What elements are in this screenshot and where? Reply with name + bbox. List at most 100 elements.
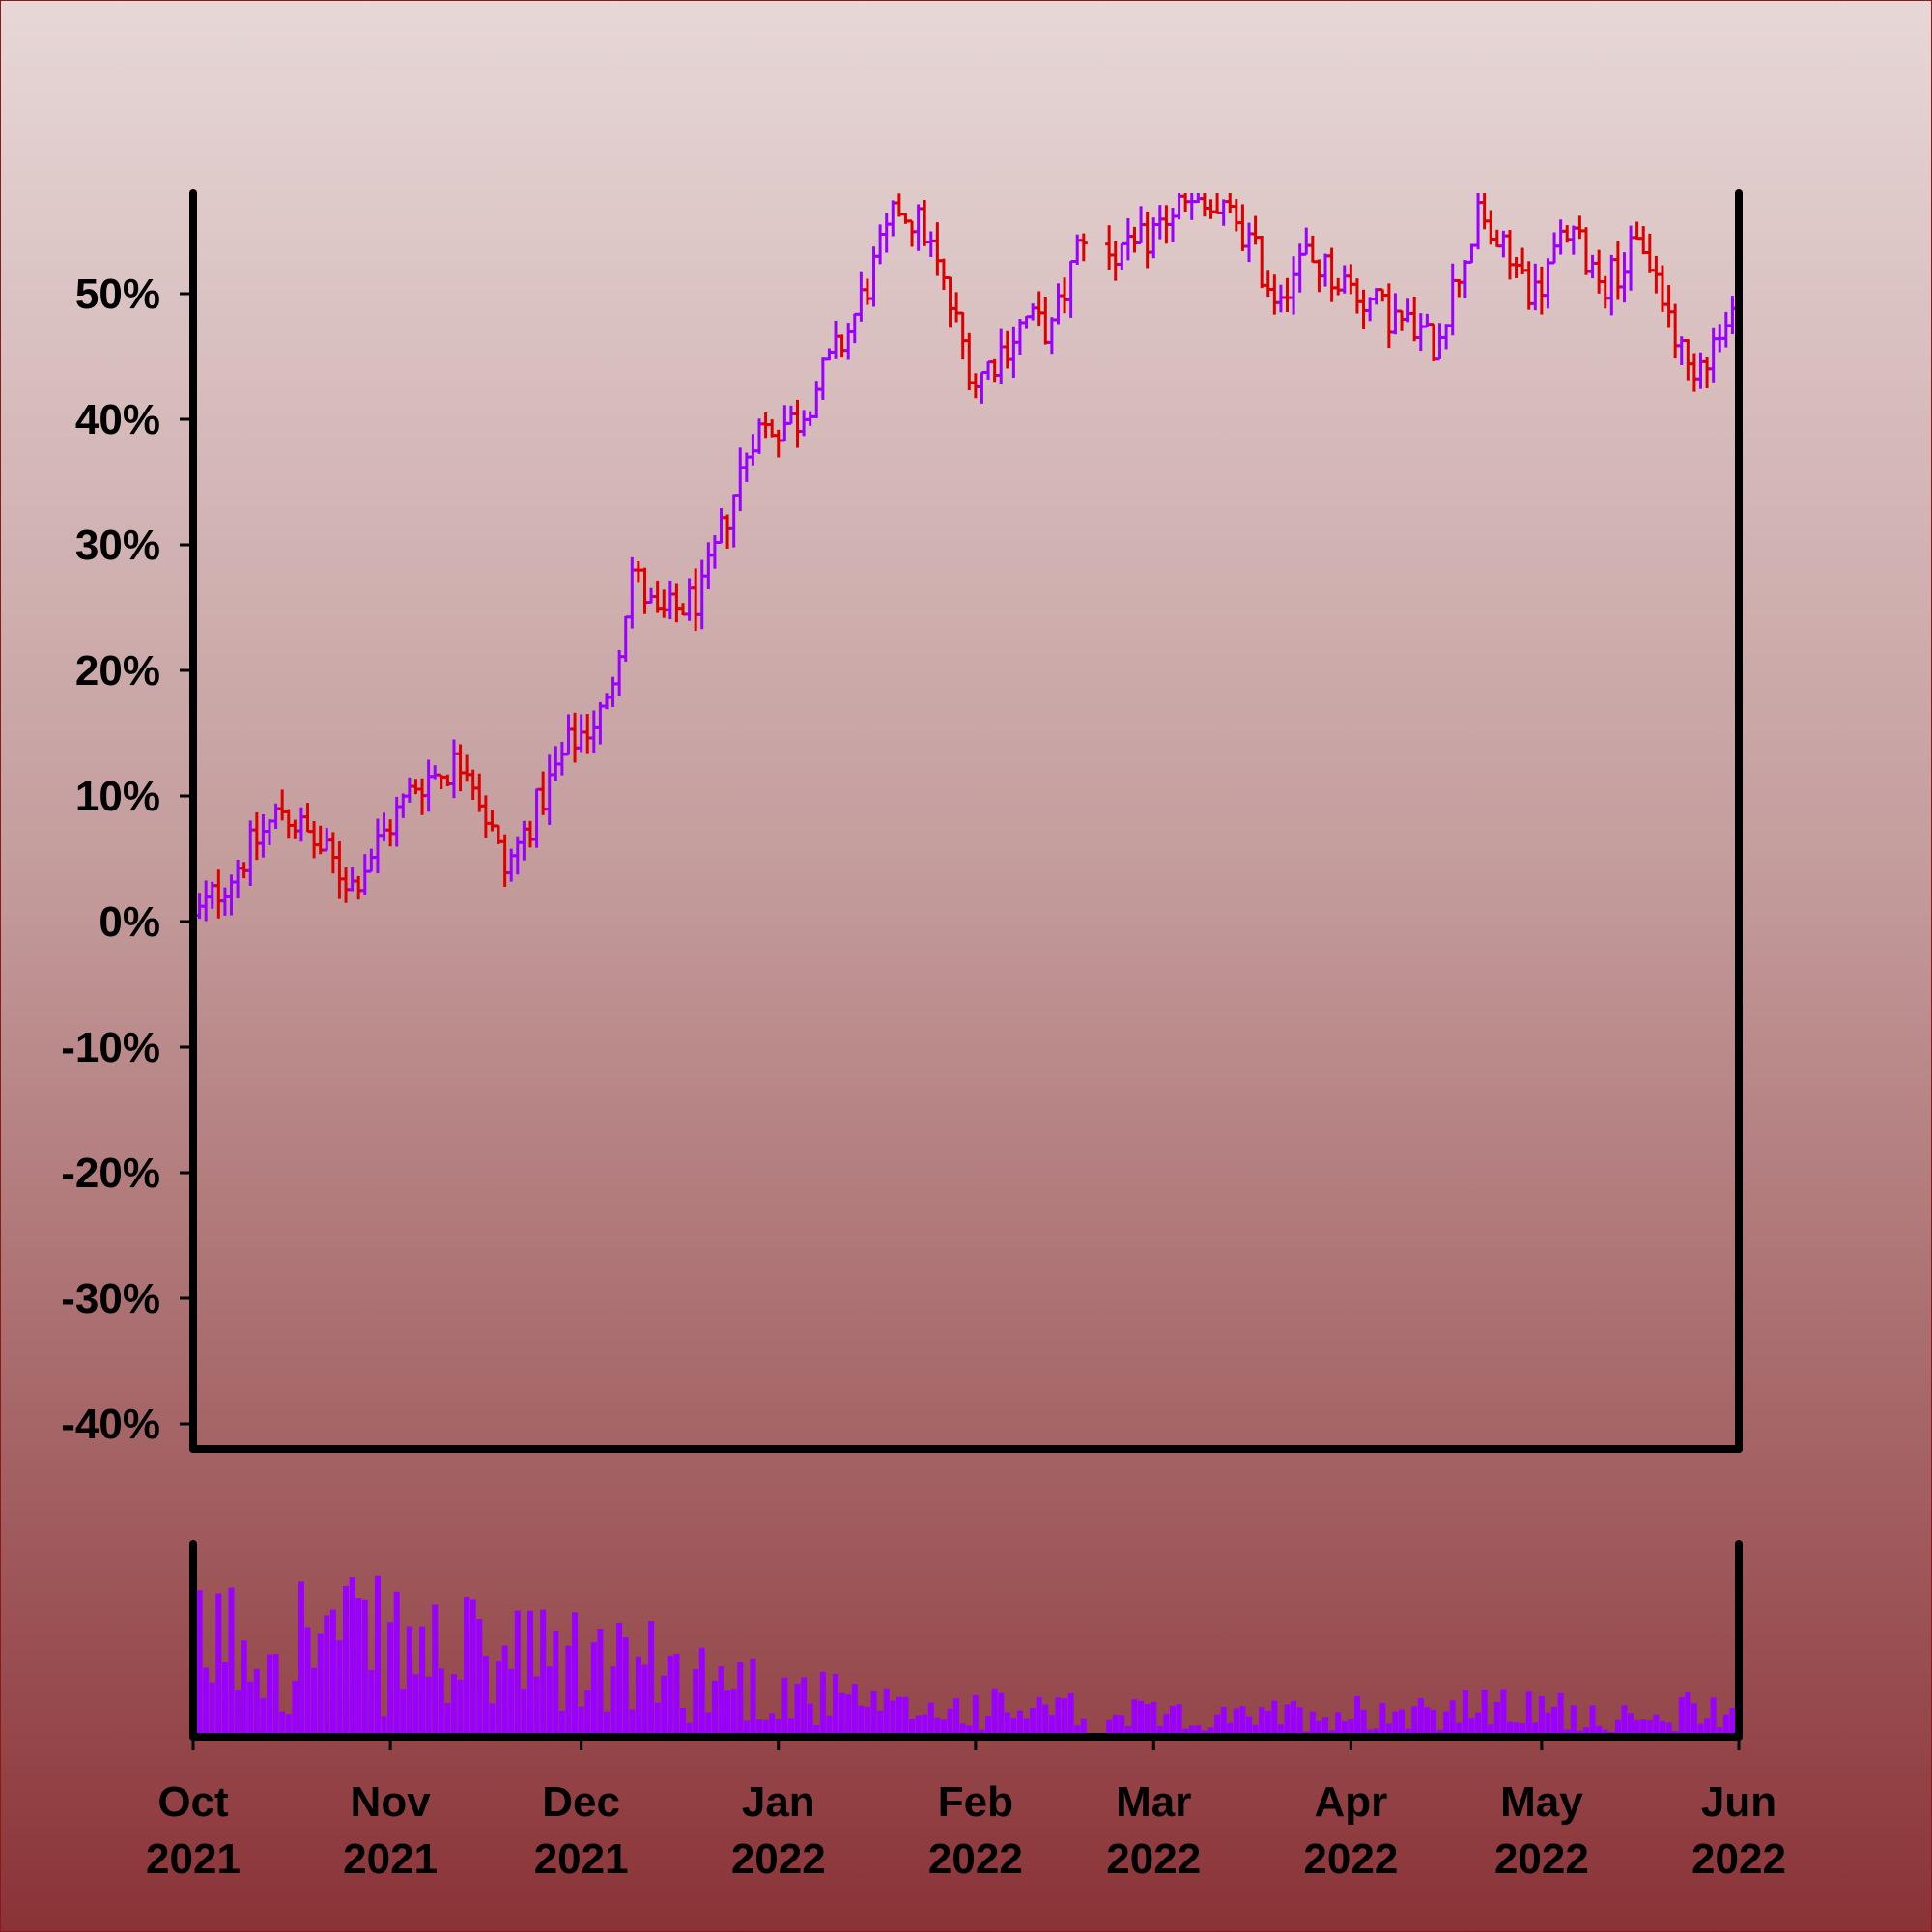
volume-bar: [1074, 1725, 1081, 1737]
volume-bar: [641, 1664, 648, 1737]
x-tick-year: 2022: [928, 1835, 1023, 1883]
volume-bar: [1488, 1724, 1494, 1737]
volume-bar: [578, 1706, 584, 1737]
volume-bar: [686, 1722, 693, 1737]
volume-bar: [1621, 1705, 1628, 1737]
volume-bar: [1659, 1720, 1665, 1737]
volume-bar: [1614, 1719, 1621, 1737]
x-tick-month: Dec: [542, 1778, 620, 1826]
volume-bar: [781, 1677, 788, 1737]
volume-bar: [1208, 1727, 1214, 1737]
volume-bar: [1634, 1719, 1640, 1737]
volume-bar: [1646, 1720, 1653, 1737]
x-tick-year: 2021: [534, 1835, 629, 1883]
volume-bar: [361, 1599, 368, 1737]
volume-bar: [1131, 1699, 1138, 1737]
x-tick-month: May: [1500, 1778, 1583, 1826]
volume-bar: [553, 1630, 559, 1737]
volume-bar: [228, 1587, 235, 1737]
volume-bar: [1042, 1704, 1049, 1737]
volume-bar: [1417, 1698, 1424, 1737]
x-tick-year: 2021: [146, 1835, 241, 1883]
volume-bar: [565, 1645, 572, 1737]
volume-series: [190, 1575, 1742, 1737]
volume-bar: [464, 1597, 470, 1737]
volume-bar: [972, 1694, 979, 1737]
volume-bar: [953, 1698, 960, 1737]
volume-bar: [1264, 1711, 1271, 1737]
volume-bar: [501, 1645, 508, 1737]
volume-bar: [355, 1598, 362, 1737]
volume-bar: [1138, 1700, 1145, 1737]
volume-bar: [1520, 1723, 1526, 1737]
volume-bar: [1424, 1707, 1431, 1737]
volume-bar: [203, 1667, 210, 1737]
volume-bar: [985, 1716, 992, 1737]
volume-bar: [654, 1702, 661, 1737]
volume-bar: [1016, 1710, 1023, 1737]
volume-bar: [895, 1696, 902, 1737]
volume-bar: [1685, 1691, 1691, 1737]
volume-bar: [870, 1691, 877, 1737]
volume-bar: [1545, 1712, 1551, 1737]
volume-bar: [267, 1654, 273, 1737]
volume-bar: [558, 1710, 565, 1737]
volume-bar: [368, 1669, 375, 1737]
volume-bar: [1653, 1714, 1660, 1737]
volume-bar: [521, 1689, 527, 1737]
volume-bar: [698, 1647, 705, 1737]
volume-bar: [819, 1671, 826, 1737]
volume-bar: [1062, 1698, 1068, 1737]
volume-bar: [1195, 1725, 1202, 1737]
volume-bar: [336, 1640, 343, 1737]
volume-bar: [1067, 1692, 1074, 1737]
volume-bar: [826, 1715, 833, 1737]
volume-bar: [851, 1684, 858, 1737]
volume-bar: [1640, 1719, 1647, 1737]
volume-bar: [412, 1674, 419, 1737]
volume-bar: [667, 1655, 673, 1737]
volume-bar: [1188, 1725, 1195, 1737]
volume-bar: [381, 1716, 387, 1737]
volume-bar: [1443, 1711, 1450, 1737]
volume-bar: [1348, 1719, 1354, 1737]
volume-bar: [724, 1690, 731, 1737]
volume-bar: [546, 1666, 553, 1737]
volume-bar: [629, 1709, 636, 1737]
volume-bar: [603, 1711, 610, 1737]
volume-bar: [1277, 1724, 1284, 1737]
volume-bar: [450, 1674, 457, 1737]
volume-bar: [329, 1609, 336, 1737]
volume-bar: [705, 1712, 712, 1737]
volume-bar: [1023, 1718, 1030, 1737]
x-tick-month: Jan: [742, 1778, 815, 1826]
volume-bar: [635, 1656, 641, 1737]
volume-bar: [1456, 1722, 1463, 1737]
y-tick-label: -30%: [61, 1275, 160, 1322]
volume-bar: [673, 1653, 680, 1737]
volume-bar: [1151, 1701, 1157, 1737]
volume-bar: [1106, 1719, 1113, 1737]
volume-bar: [1475, 1712, 1482, 1737]
volume-bar: [1316, 1720, 1322, 1737]
volume-bar: [966, 1725, 973, 1737]
volume-bar: [279, 1711, 286, 1737]
volume-bar: [419, 1626, 426, 1737]
volume-bar: [610, 1666, 616, 1737]
volume-bar: [1309, 1711, 1316, 1737]
volume-bar: [489, 1703, 496, 1737]
volume-bar: [1717, 1727, 1723, 1737]
volume-bar: [298, 1581, 304, 1737]
volume-bar: [845, 1694, 852, 1737]
x-tick-month: Nov: [351, 1778, 432, 1826]
volume-bar: [533, 1676, 540, 1737]
price-axes: 50% 40% 30% 20% 10% 0% -10% -20% -30% -40%: [61, 189, 1743, 1453]
volume-bar: [1729, 1708, 1736, 1737]
volume-bar: [801, 1677, 808, 1737]
volume-bar: [1291, 1700, 1297, 1737]
volume-bar: [406, 1626, 412, 1737]
volume-bar: [616, 1622, 623, 1737]
volume-bar: [1557, 1692, 1564, 1737]
volume-bar: [387, 1622, 394, 1737]
volume-bar: [1284, 1704, 1291, 1737]
